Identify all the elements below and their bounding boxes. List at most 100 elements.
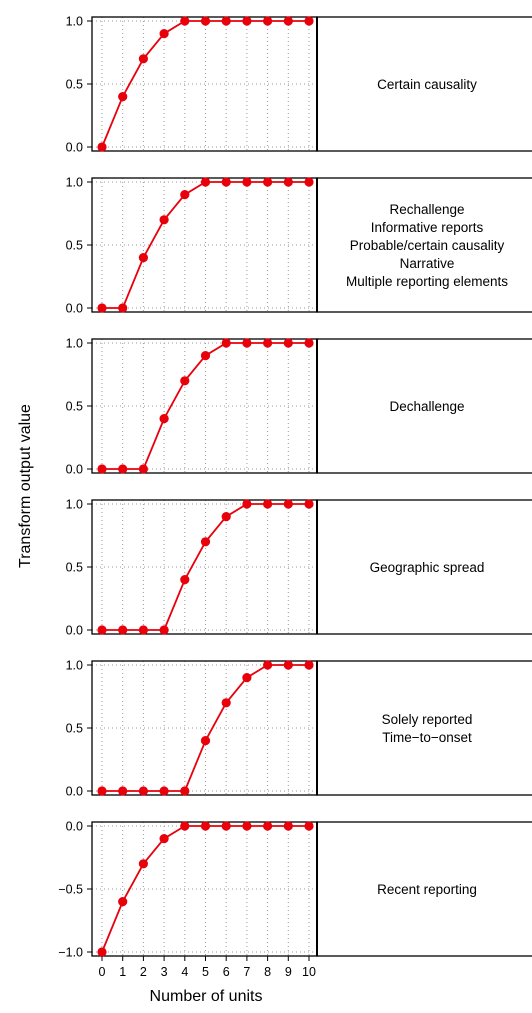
data-point — [138, 859, 148, 869]
data-point — [242, 177, 252, 187]
y-tick-label: 0.0 — [66, 302, 83, 316]
data-point — [159, 834, 169, 844]
y-tick-label: 1.0 — [66, 15, 83, 29]
y-tick-label: 0.0 — [66, 785, 83, 799]
data-point — [263, 338, 273, 348]
data-point — [97, 303, 107, 313]
y-tick-label: 0.0 — [66, 624, 83, 638]
series-line — [101, 20, 309, 148]
strip-label: Probable/certain causality — [350, 238, 505, 253]
data-point — [263, 16, 273, 26]
strip-box — [316, 16, 532, 152]
data-point — [118, 786, 128, 796]
y-tick-label: 0.0 — [66, 820, 83, 834]
data-point — [138, 786, 148, 796]
y-tick-label: 0.5 — [66, 239, 83, 253]
data-point — [200, 736, 211, 746]
strip-label: Certain causality — [377, 77, 477, 92]
data-point — [221, 177, 231, 187]
strip-box — [316, 338, 532, 474]
data-point — [283, 16, 293, 26]
x-tick-label: 10 — [302, 965, 316, 979]
data-point — [283, 660, 293, 670]
data-point — [180, 190, 190, 200]
x-tick-label: 2 — [140, 965, 147, 979]
data-point — [138, 253, 148, 263]
x-tick-label: 9 — [285, 965, 292, 979]
data-point — [242, 499, 252, 509]
panel: 0.0 0.5 1.0 Geographic spread — [66, 498, 532, 638]
data-point — [283, 499, 293, 509]
data-point — [263, 660, 273, 670]
y-tick-label: 0.0 — [66, 141, 83, 155]
data-point — [200, 351, 211, 361]
data-point — [97, 947, 107, 957]
data-point — [221, 338, 231, 348]
x-axis-title: Number of units — [150, 988, 263, 1005]
y-tick-label: 0.5 — [66, 400, 83, 414]
y-tick-label: −1.0 — [58, 946, 83, 960]
data-point — [159, 28, 169, 39]
strip-label: Solely reported — [382, 712, 473, 727]
strip-box — [316, 499, 532, 635]
x-tick-label: 6 — [223, 965, 230, 979]
y-tick-label: 0.5 — [66, 722, 83, 736]
y-tick-label: 1.0 — [66, 498, 83, 512]
data-point — [242, 673, 252, 683]
y-tick-label: −0.5 — [58, 883, 83, 897]
data-point — [263, 499, 273, 509]
data-point — [304, 177, 314, 187]
x-tick-label: 5 — [202, 965, 209, 979]
data-point — [180, 376, 190, 386]
strip-label: Dechallenge — [389, 399, 464, 414]
data-point — [180, 575, 190, 585]
y-tick-label: 0.5 — [66, 561, 83, 575]
y-tick-label: 1.0 — [66, 659, 83, 673]
data-point — [97, 625, 107, 635]
data-point — [180, 16, 190, 26]
y-tick-label: 0.0 — [66, 463, 83, 477]
strip-label: Recent reporting — [377, 882, 477, 897]
series-line — [102, 342, 309, 470]
data-point — [200, 177, 211, 187]
data-point — [304, 16, 314, 26]
x-tick-label: 3 — [161, 965, 168, 979]
strip-label: Informative reports — [371, 220, 484, 235]
data-point — [118, 303, 128, 313]
data-point — [138, 464, 148, 474]
data-point — [159, 625, 169, 635]
panel: 0.0 0.5 1.0 Rechallenge Informative reports P… — [66, 176, 532, 316]
data-point — [159, 215, 169, 225]
x-tick-label: 7 — [243, 965, 250, 979]
y-tick-label: 1.0 — [66, 176, 83, 190]
data-point — [97, 786, 107, 796]
x-tick-label: 1 — [119, 965, 126, 979]
data-point — [263, 821, 273, 831]
data-point — [118, 92, 128, 102]
data-point — [304, 338, 314, 348]
data-point — [118, 625, 128, 635]
data-point — [138, 625, 148, 635]
data-point — [180, 821, 190, 831]
strip-label: Narrative — [400, 256, 455, 271]
series-line — [102, 181, 309, 309]
data-point — [304, 821, 314, 831]
y-tick-label: 1.0 — [66, 337, 83, 351]
data-point — [283, 338, 293, 348]
series-line — [102, 503, 309, 631]
strip-label: Geographic spread — [370, 560, 485, 575]
strip-box — [316, 660, 532, 796]
data-point — [180, 786, 190, 796]
data-point — [200, 821, 211, 831]
panels: 0.0 0.5 1.0 Certain causality 0.0 0.5 1.0 Recha… — [58, 15, 532, 979]
strip-label: Multiple reporting elements — [346, 274, 508, 289]
data-point — [283, 821, 293, 831]
panel: 0.0 0.5 1.0 Certain causality — [66, 15, 532, 155]
x-axis: 0 1 2 3 4 5 6 7 8 9 10 — [99, 956, 316, 979]
y-axis-title: Transform output value — [17, 404, 34, 568]
data-point — [159, 414, 169, 424]
data-point — [97, 142, 107, 152]
data-point — [159, 786, 169, 796]
data-point — [118, 464, 128, 474]
